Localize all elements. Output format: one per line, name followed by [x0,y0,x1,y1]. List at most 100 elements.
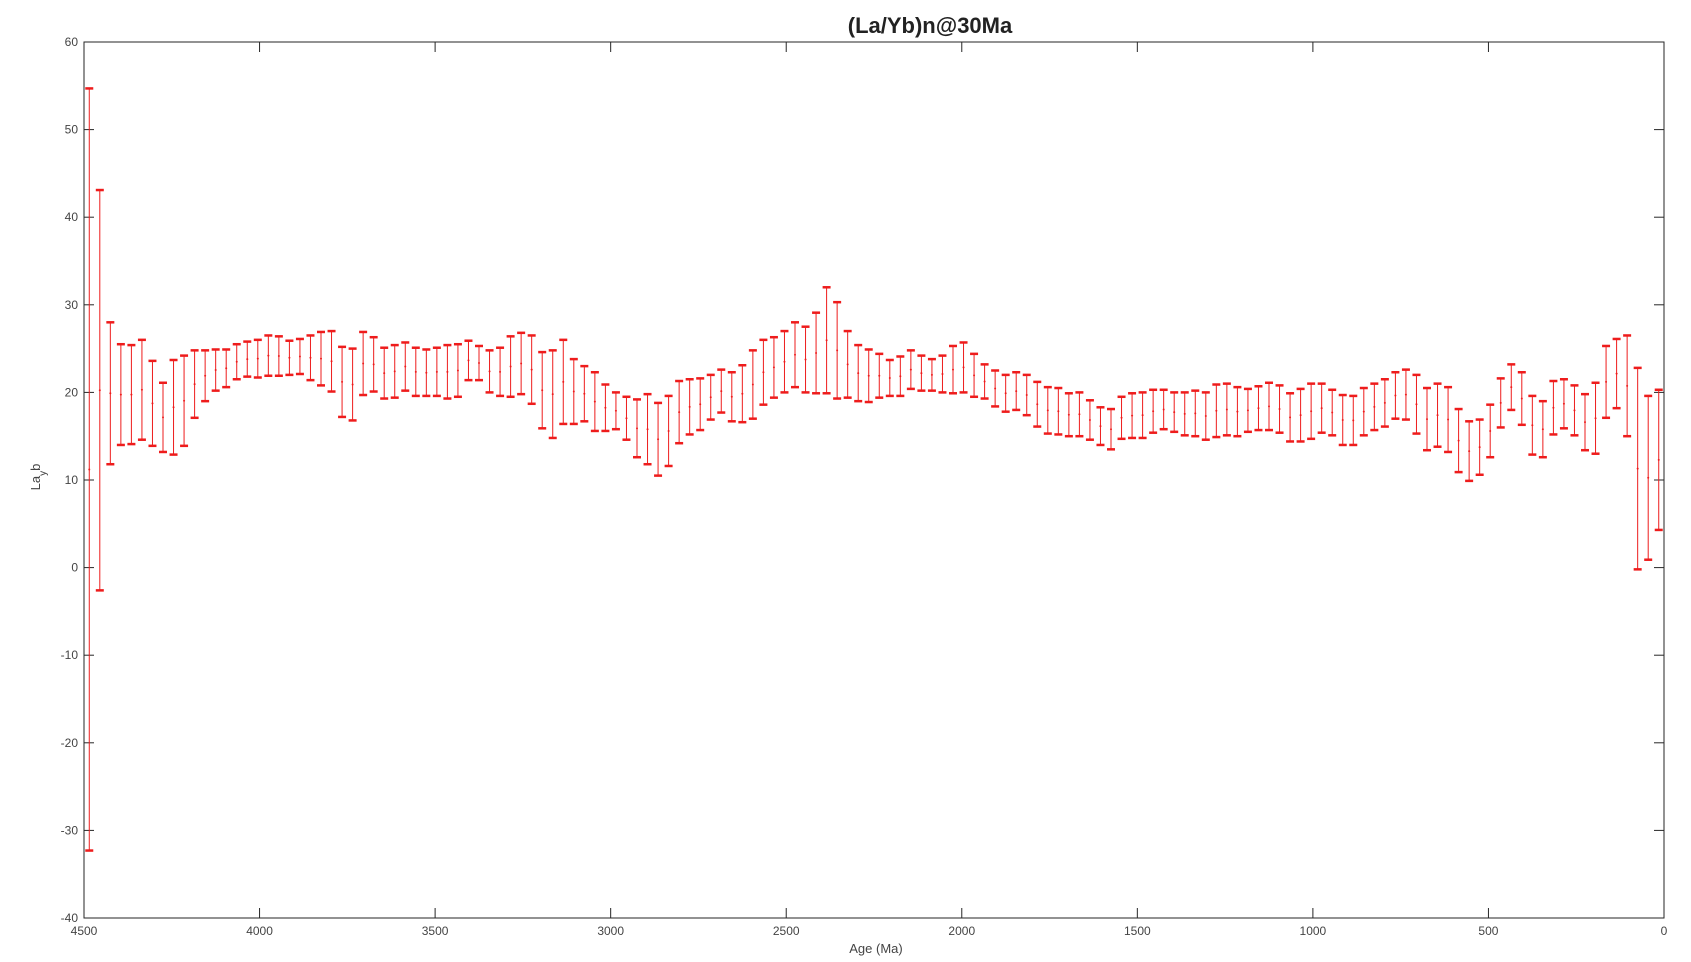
error-bar-point [772,366,775,369]
error-bar-point [1004,392,1007,395]
error-bar-point [1173,411,1176,414]
error-bar [1075,391,1084,438]
error-bar-point [1183,412,1186,415]
error-bar-point [794,353,796,356]
error-bar-point [815,351,818,354]
y-tick-label: 20 [65,385,79,399]
error-bar-point [562,380,565,383]
error-bar [1159,388,1168,431]
error-bar-point [435,370,438,373]
error-bar [801,325,810,394]
error-bar-point [1605,380,1608,383]
error-bar-point [920,372,923,375]
error-bar [1033,380,1042,428]
error-bar [390,343,399,399]
error-bars [85,87,1663,852]
error-bar [106,321,115,466]
error-bar-point [1531,424,1534,427]
error-bar [464,339,473,382]
error-bar-point [1310,410,1313,413]
y-tick-label: 40 [65,210,79,224]
error-bar-point [867,374,870,377]
error-bar [1286,392,1295,443]
error-bar [906,349,915,391]
error-bar-point [720,390,723,393]
error-bar [854,343,863,403]
error-bar-point [109,392,112,395]
error-bar-point [667,429,670,432]
error-bar-point [1162,408,1165,411]
error-bar-point [1120,416,1123,419]
plot-frame [83,41,1665,919]
error-bar [517,331,526,396]
error-bar-point [1036,403,1039,406]
error-bar-point [1362,410,1365,413]
error-bar-point [1194,412,1197,415]
error-bar-point [530,368,533,371]
error-bar-point [140,388,143,391]
error-bar-point [1099,425,1102,428]
error-bar-point [699,403,702,406]
error-bar [548,349,557,440]
error-bar [1570,384,1579,437]
error-bar [475,344,483,382]
error-bar [222,348,231,389]
error-bar [1486,403,1495,459]
error-bar [717,368,726,414]
error-bar [601,383,610,433]
error-bar-point [1447,418,1450,421]
error-bar-point [625,417,628,420]
error-bar [1296,387,1305,443]
error-bar [1243,387,1252,434]
error-bar [917,354,926,392]
error-bar-point [741,392,744,395]
error-bar-point [1320,407,1323,410]
error-bar [506,335,515,399]
error-bar [1391,371,1400,420]
error-bar-point [204,374,207,377]
error-bar-point [404,365,407,368]
error-bar [264,334,273,378]
error-bar-point [1067,413,1070,416]
error-bar-point [1025,394,1028,397]
error-bar-point [1246,409,1249,412]
error-bar [538,350,547,430]
error-bar-point [941,373,944,376]
error-bar-point [520,362,523,365]
error-bar-point [1299,414,1302,417]
error-bar [453,342,462,399]
error-bar [295,337,304,376]
error-bar [1107,407,1115,451]
error-bar-point [1015,390,1018,393]
error-bar-point [614,409,617,412]
y-tick-label: -40 [61,911,79,925]
error-bar [1454,407,1463,474]
error-bar [1128,392,1137,440]
error-bar-point [488,370,491,373]
error-bar-point [762,371,765,374]
error-bar [706,373,715,421]
error-bar [201,349,210,403]
error-bar [864,348,873,404]
error-bar-point [1499,401,1502,404]
error-bar [1233,385,1242,438]
error-bar [369,335,378,393]
error-bar [980,363,989,400]
error-bar [1475,418,1484,476]
error-bar [875,352,884,399]
error-bar-point [1131,414,1134,417]
error-bar-point [541,389,544,392]
error-bar-point [1057,410,1060,413]
error-bar-point [983,380,986,383]
x-tick-label: 2500 [773,924,800,938]
error-bar-point [730,395,733,398]
error-bar-point [256,357,259,360]
error-bar-point [499,370,502,373]
error-bar-point [1289,416,1292,419]
error-bar-point [183,399,186,402]
error-bar [1222,382,1231,437]
error-bar [1149,388,1158,434]
error-bar-point [1404,393,1407,396]
error-bar [1054,386,1063,436]
error-bar [485,349,494,394]
